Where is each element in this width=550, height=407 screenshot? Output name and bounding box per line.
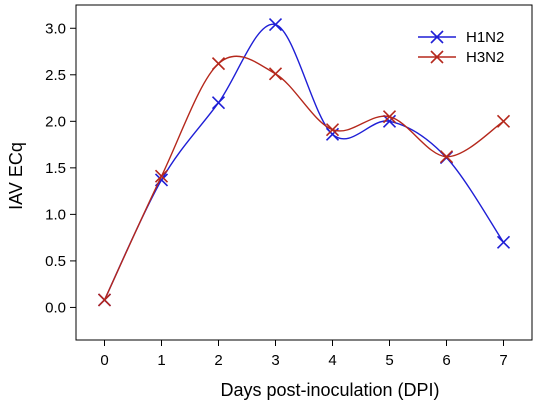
x-tick-label: 7 <box>499 352 507 369</box>
y-tick-label: 2.5 <box>45 67 66 84</box>
y-tick-label: 1.0 <box>45 206 66 223</box>
data-point-marker <box>382 110 397 124</box>
data-point-marker <box>154 169 169 183</box>
data-point-marker <box>211 57 226 71</box>
legend: H1N2 H3N2 <box>418 29 504 66</box>
y-tick-label: 0.5 <box>45 253 66 270</box>
y-tick-label: 3.0 <box>45 20 66 37</box>
x-tick-label: 5 <box>385 352 393 369</box>
series-h1n2 <box>97 17 511 307</box>
plot-frame <box>75 4 533 341</box>
y-tick-label: 2.0 <box>45 113 66 130</box>
data-point-marker <box>496 235 511 249</box>
series-h3n2 <box>97 55 511 307</box>
x-tick-label: 4 <box>328 352 336 369</box>
series-layer <box>97 17 511 307</box>
x-tick-label: 6 <box>442 352 450 369</box>
x-tick-label: 0 <box>100 352 108 369</box>
data-point-marker <box>268 17 283 32</box>
legend-item-h1n2: H1N2 <box>418 29 504 46</box>
data-point-marker <box>325 123 340 137</box>
plot-border <box>75 4 533 341</box>
y-tick-label: 1.5 <box>45 160 66 177</box>
data-point-marker <box>439 150 454 164</box>
x-tick-label: 1 <box>157 352 165 369</box>
x-tick-label: 3 <box>271 352 279 369</box>
y-axis: 0.0 0.5 1.0 1.5 2.0 2.5 3.0 <box>45 20 76 316</box>
legend-label: H3N2 <box>466 49 504 66</box>
data-point-marker <box>268 67 283 81</box>
legend-item-h3n2: H3N2 <box>418 49 504 66</box>
data-point-marker <box>97 293 112 307</box>
x-axis-label: Days post-inoculation (DPI) <box>220 380 439 400</box>
series-line <box>103 23 505 301</box>
data-point-marker <box>211 96 226 110</box>
x-axis: 0 1 2 3 4 5 6 7 <box>100 340 508 369</box>
x-tick-label: 2 <box>214 352 222 369</box>
y-tick-label: 0.0 <box>45 299 66 316</box>
y-axis-label: IAV ECq <box>6 142 26 210</box>
legend-label: H1N2 <box>466 29 504 46</box>
data-point-marker <box>496 114 511 128</box>
